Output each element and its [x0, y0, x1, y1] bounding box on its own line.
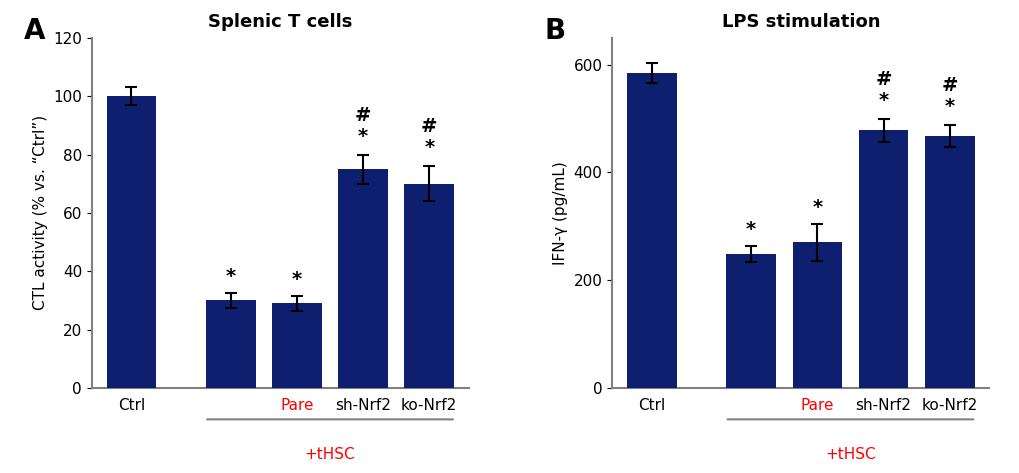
Bar [924, 136, 973, 388]
Title: LPS stimulation: LPS stimulation [720, 13, 879, 31]
Bar [858, 131, 908, 388]
Text: *: * [811, 198, 821, 217]
Text: +tHSC: +tHSC [824, 447, 875, 463]
Text: #: # [941, 76, 957, 96]
Bar [206, 300, 256, 388]
Text: #: # [355, 106, 371, 125]
Bar [627, 73, 676, 388]
Text: *: * [877, 91, 888, 110]
Text: *: * [944, 97, 954, 116]
Y-axis label: CTL activity (% vs. “Ctrl”): CTL activity (% vs. “Ctrl”) [33, 115, 48, 310]
Text: B: B [544, 17, 565, 45]
Text: *: * [225, 267, 235, 286]
Text: +tHSC: +tHSC [305, 447, 355, 463]
Text: A: A [23, 17, 46, 45]
Title: Splenic T cells: Splenic T cells [208, 13, 353, 31]
Bar [272, 303, 321, 388]
Text: *: * [424, 139, 434, 158]
Text: *: * [291, 270, 302, 289]
Bar [726, 254, 775, 388]
Bar [792, 243, 842, 388]
Text: #: # [421, 117, 437, 136]
Y-axis label: IFN-γ (pg/mL): IFN-γ (pg/mL) [552, 161, 568, 265]
Text: *: * [358, 127, 368, 146]
Bar [405, 184, 453, 388]
Text: #: # [874, 70, 891, 89]
Text: *: * [746, 220, 755, 239]
Bar [107, 96, 156, 388]
Bar [338, 169, 387, 388]
